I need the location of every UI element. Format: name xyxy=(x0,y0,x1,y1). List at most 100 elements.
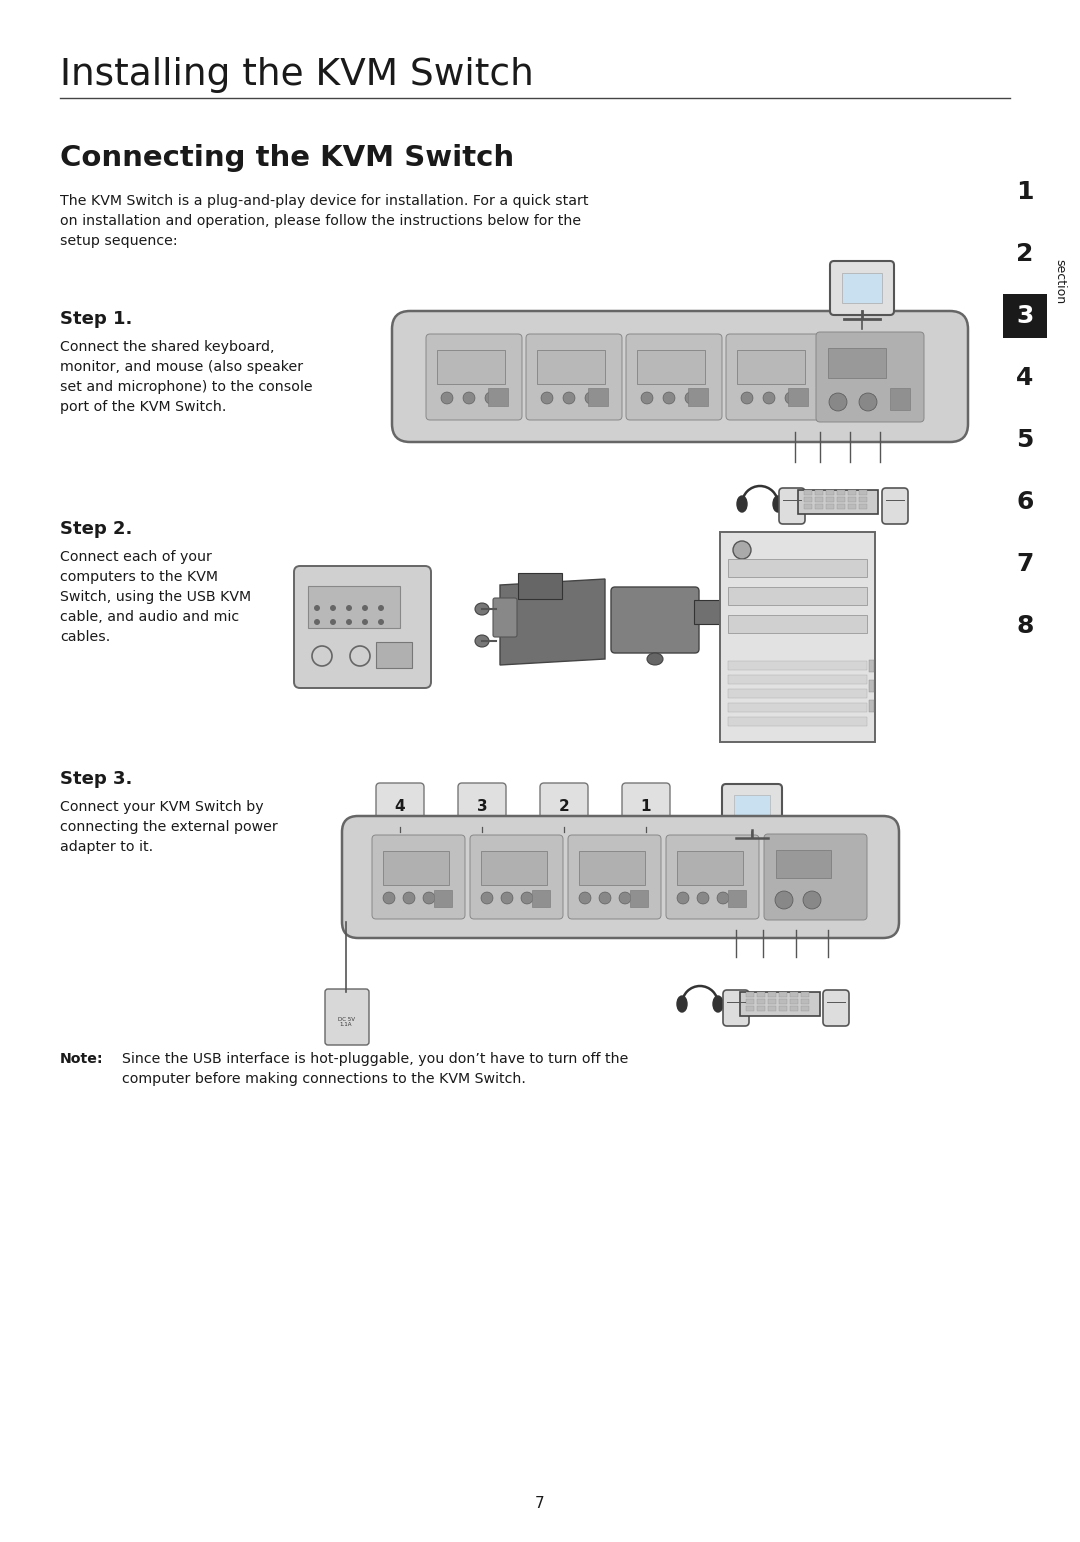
Circle shape xyxy=(563,392,575,404)
Bar xyxy=(804,497,812,503)
Text: 5: 5 xyxy=(1016,429,1034,452)
FancyBboxPatch shape xyxy=(882,487,908,524)
Circle shape xyxy=(685,392,697,404)
Bar xyxy=(798,490,878,513)
Bar xyxy=(869,700,874,712)
FancyBboxPatch shape xyxy=(816,332,924,423)
Bar xyxy=(837,490,845,495)
Circle shape xyxy=(485,392,497,404)
Bar xyxy=(826,490,834,495)
Text: Connect each of your
computers to the KVM
Switch, using the USB KVM
cable, and a: Connect each of your computers to the KV… xyxy=(60,550,252,645)
Bar xyxy=(383,851,449,885)
Bar xyxy=(815,490,823,495)
Text: The KVM Switch is a plug-and-play device for installation. For a quick start
on : The KVM Switch is a plug-and-play device… xyxy=(60,194,589,248)
Bar xyxy=(804,490,812,495)
FancyBboxPatch shape xyxy=(376,641,411,668)
Circle shape xyxy=(775,891,793,908)
Bar xyxy=(779,999,787,1004)
Text: 3: 3 xyxy=(476,799,487,814)
Bar xyxy=(848,490,856,495)
Circle shape xyxy=(697,891,708,904)
Bar xyxy=(746,1005,754,1012)
Text: 8: 8 xyxy=(1016,614,1034,638)
FancyBboxPatch shape xyxy=(723,990,750,1025)
Ellipse shape xyxy=(737,497,747,512)
Text: Step 2.: Step 2. xyxy=(60,520,133,538)
FancyBboxPatch shape xyxy=(666,836,759,919)
Text: Step 1.: Step 1. xyxy=(60,310,133,328)
Bar xyxy=(437,350,505,384)
Bar xyxy=(842,273,882,302)
Ellipse shape xyxy=(713,996,723,1012)
Circle shape xyxy=(541,392,553,404)
Bar xyxy=(746,999,754,1004)
Bar xyxy=(728,662,867,671)
Ellipse shape xyxy=(773,497,783,512)
Text: 6: 6 xyxy=(1016,490,1034,513)
FancyBboxPatch shape xyxy=(426,335,522,419)
Circle shape xyxy=(741,392,753,404)
FancyBboxPatch shape xyxy=(294,566,431,688)
Bar xyxy=(532,890,550,907)
Bar xyxy=(869,680,874,692)
Text: Note:: Note: xyxy=(60,1052,104,1066)
Text: 3: 3 xyxy=(1016,304,1034,328)
Circle shape xyxy=(330,604,336,611)
Bar xyxy=(746,992,754,998)
Bar xyxy=(728,689,867,699)
Circle shape xyxy=(785,392,797,404)
Text: 2: 2 xyxy=(1016,242,1034,267)
Bar xyxy=(789,1005,798,1012)
Circle shape xyxy=(481,891,492,904)
Bar xyxy=(728,675,867,685)
Bar xyxy=(737,350,805,384)
FancyBboxPatch shape xyxy=(723,783,782,834)
Bar xyxy=(768,999,777,1004)
Bar xyxy=(630,890,648,907)
Bar xyxy=(848,504,856,509)
Circle shape xyxy=(585,392,597,404)
FancyBboxPatch shape xyxy=(526,335,622,419)
Text: Since the USB interface is hot-pluggable, you don’t have to turn off the
compute: Since the USB interface is hot-pluggable… xyxy=(122,1052,629,1086)
Bar xyxy=(688,389,708,406)
Circle shape xyxy=(579,891,591,904)
Bar xyxy=(481,851,546,885)
FancyBboxPatch shape xyxy=(694,600,721,625)
Polygon shape xyxy=(500,578,605,665)
Bar xyxy=(588,389,608,406)
Circle shape xyxy=(378,618,384,625)
Circle shape xyxy=(677,891,689,904)
Bar xyxy=(859,490,867,495)
Bar xyxy=(779,1005,787,1012)
FancyBboxPatch shape xyxy=(458,783,507,831)
FancyBboxPatch shape xyxy=(492,598,517,637)
Bar xyxy=(734,796,770,822)
Circle shape xyxy=(859,393,877,412)
Text: 7: 7 xyxy=(1016,552,1034,577)
Circle shape xyxy=(717,891,729,904)
FancyBboxPatch shape xyxy=(376,783,424,831)
Bar xyxy=(768,992,777,998)
Bar xyxy=(434,890,453,907)
FancyBboxPatch shape xyxy=(626,335,723,419)
Bar xyxy=(757,999,765,1004)
Bar xyxy=(789,992,798,998)
Bar xyxy=(728,717,867,726)
Ellipse shape xyxy=(475,635,489,648)
Circle shape xyxy=(733,541,751,560)
Bar xyxy=(579,851,645,885)
Bar xyxy=(801,992,809,998)
Bar xyxy=(837,497,845,503)
FancyBboxPatch shape xyxy=(342,816,899,938)
Circle shape xyxy=(314,618,320,625)
Circle shape xyxy=(619,891,631,904)
FancyBboxPatch shape xyxy=(372,836,465,919)
Bar xyxy=(308,586,400,628)
Bar xyxy=(828,348,886,378)
Bar xyxy=(859,497,867,503)
Bar xyxy=(815,497,823,503)
Circle shape xyxy=(362,618,368,625)
Bar xyxy=(848,497,856,503)
Circle shape xyxy=(403,891,415,904)
Circle shape xyxy=(330,618,336,625)
